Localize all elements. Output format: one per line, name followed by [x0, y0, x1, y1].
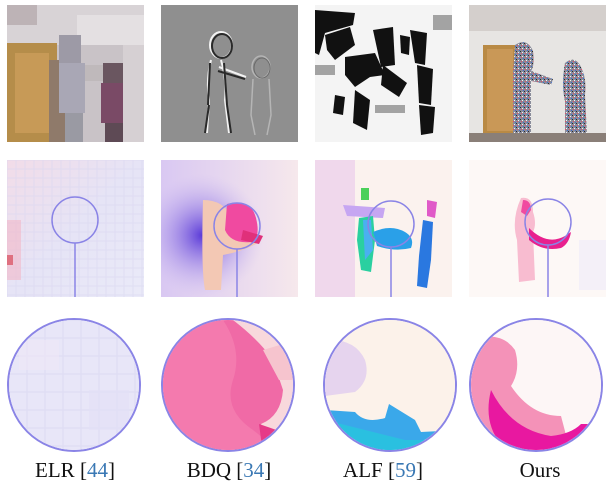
method-name: BDQ: [186, 458, 232, 482]
elr-zoom-circle: [7, 318, 141, 452]
bdq-zoom-circle: [161, 318, 295, 452]
alf-flow-result: [315, 160, 452, 297]
citation-link[interactable]: 44: [86, 458, 108, 482]
citation-link[interactable]: 59: [394, 458, 416, 482]
caption-bdq: BDQ [34]: [186, 458, 272, 482]
alf-input-event-frame: [315, 5, 452, 142]
ours-zoom-circle: [469, 318, 603, 452]
caption-alf: ALF [59]: [343, 458, 423, 482]
ours-input-event-overlay: [469, 5, 606, 142]
method-name: ELR: [35, 458, 75, 482]
ours-flow-result: [469, 160, 606, 297]
citation-link[interactable]: 34: [243, 458, 265, 482]
elr-input-lowres-image: [7, 5, 144, 142]
bdq-flow-result: [161, 160, 298, 297]
method-name: ALF: [343, 458, 383, 482]
elr-flow-result: [7, 160, 144, 297]
method-name: Ours: [519, 458, 561, 482]
bdq-input-event-image: [161, 5, 298, 142]
alf-zoom-circle: [323, 318, 457, 452]
caption-ours: Ours: [465, 458, 610, 483]
caption-elr: ELR [44]: [35, 458, 115, 482]
